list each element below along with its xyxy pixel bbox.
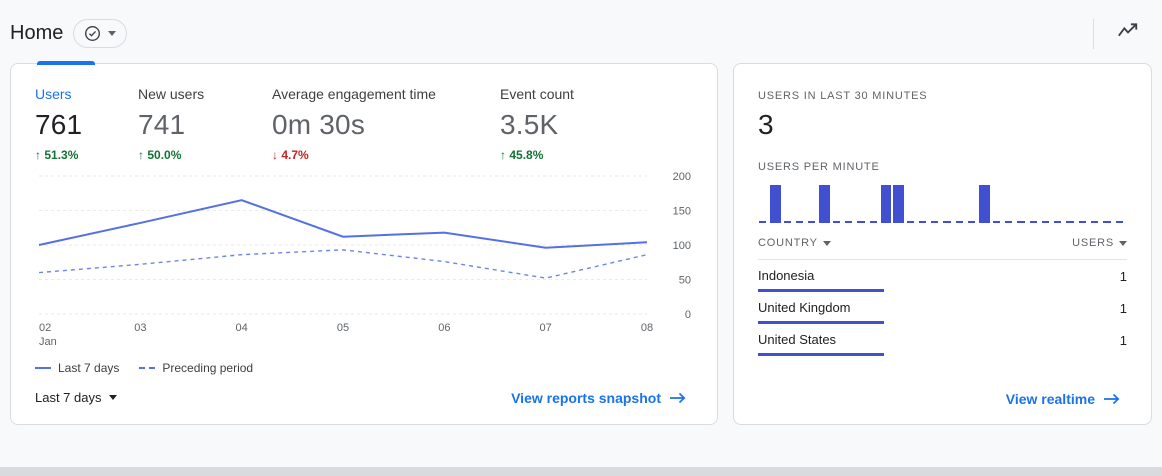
svg-text:0: 0 bbox=[685, 309, 691, 321]
metric-label: Average engagement time bbox=[272, 86, 436, 102]
svg-text:200: 200 bbox=[673, 171, 691, 183]
metric-value: 761 bbox=[35, 109, 83, 140]
metric-new-users[interactable]: New users 741 ↑ 50.0% bbox=[138, 86, 272, 162]
legend-preceding-period: Preceding period bbox=[139, 361, 253, 375]
users-per-minute-chart bbox=[758, 185, 1127, 223]
table-row[interactable]: Indonesia 1 bbox=[758, 260, 1127, 292]
users-cell: 1 bbox=[1119, 269, 1127, 284]
overview-card-footer: Last 7 days View reports snapshot bbox=[35, 386, 693, 409]
svg-text:Jan: Jan bbox=[39, 336, 57, 348]
table-row[interactable]: United Kingdom 1 bbox=[758, 292, 1127, 324]
metric-label: Users bbox=[35, 86, 72, 102]
svg-text:05: 05 bbox=[337, 322, 349, 334]
table-header: COUNTRY USERS bbox=[758, 237, 1127, 260]
metric-label: New users bbox=[138, 86, 205, 102]
date-range-select[interactable]: Last 7 days bbox=[35, 386, 123, 409]
realtime-country-table: COUNTRY USERS Indonesia 1 United Kingdom bbox=[758, 237, 1127, 356]
legend-last-7-days: Last 7 days bbox=[35, 361, 119, 375]
metric-value: 3.5K bbox=[500, 109, 559, 140]
trend-chart: 0 50 100 150 200 02 Jan 03 04 05 06 07 08 bbox=[35, 168, 693, 359]
users-sort-button[interactable]: USERS bbox=[1072, 237, 1127, 249]
country-cell: United Kingdom bbox=[758, 300, 884, 324]
divider bbox=[1093, 18, 1094, 49]
page-title: Home bbox=[10, 22, 64, 44]
metric-delta: ↑ 50.0% bbox=[138, 148, 182, 162]
users-last-30-min-label: USERS IN LAST 30 MINUTES bbox=[758, 90, 928, 102]
svg-text:06: 06 bbox=[438, 322, 450, 334]
svg-text:50: 50 bbox=[679, 275, 691, 287]
insights-button[interactable] bbox=[1110, 17, 1146, 50]
svg-text:04: 04 bbox=[236, 322, 248, 334]
top-bar: Home bbox=[0, 0, 1162, 63]
arrow-right-icon bbox=[1103, 393, 1121, 405]
down-arrow-icon: ↓ bbox=[272, 148, 278, 162]
country-sort-button[interactable]: COUNTRY bbox=[758, 237, 831, 249]
svg-text:07: 07 bbox=[540, 322, 552, 334]
svg-text:150: 150 bbox=[673, 206, 691, 218]
users-cell: 1 bbox=[1119, 333, 1127, 348]
users-cell: 1 bbox=[1119, 301, 1127, 316]
cards-row: Users 761 ↑ 51.3% New users 741 ↑ 50.0% … bbox=[0, 61, 1162, 425]
metric-value: 0m 30s bbox=[272, 109, 366, 140]
metrics-row: Users 761 ↑ 51.3% New users 741 ↑ 50.0% … bbox=[35, 86, 693, 162]
insights-icon bbox=[1116, 21, 1140, 43]
chevron-down-icon bbox=[108, 31, 117, 36]
solid-line-swatch bbox=[35, 367, 51, 369]
home-status-dropdown[interactable] bbox=[73, 19, 128, 48]
metric-event-count[interactable]: Event count 3.5K ↑ 45.8% bbox=[500, 86, 693, 162]
chevron-down-icon bbox=[108, 395, 117, 400]
country-value-bar bbox=[758, 353, 884, 356]
active-tab-indicator bbox=[37, 61, 95, 65]
metric-delta: ↓ 4.7% bbox=[272, 148, 309, 162]
up-arrow-icon: ↑ bbox=[138, 148, 144, 162]
country-cell: Indonesia bbox=[758, 268, 884, 292]
svg-text:02: 02 bbox=[39, 322, 51, 334]
metric-label: Event count bbox=[500, 86, 574, 102]
users-last-30-min-value: 3 bbox=[758, 109, 774, 140]
realtime-card: USERS IN LAST 30 MINUTES 3 USERS PER MIN… bbox=[733, 63, 1152, 425]
country-value-bar bbox=[758, 289, 884, 292]
up-arrow-icon: ↑ bbox=[35, 148, 41, 162]
up-arrow-icon: ↑ bbox=[500, 148, 506, 162]
view-reports-snapshot-link[interactable]: View reports snapshot bbox=[505, 389, 693, 407]
metric-delta: ↑ 45.8% bbox=[500, 148, 544, 162]
overview-card: Users 761 ↑ 51.3% New users 741 ↑ 50.0% … bbox=[10, 61, 718, 425]
country-value-bar bbox=[758, 321, 884, 324]
check-circle-icon bbox=[84, 25, 101, 42]
svg-text:08: 08 bbox=[641, 322, 653, 334]
bottom-scrollbar-strip[interactable] bbox=[0, 467, 1162, 476]
country-cell: United States bbox=[758, 332, 884, 356]
sort-caret-icon bbox=[1119, 240, 1127, 246]
dashed-line-swatch bbox=[139, 367, 156, 369]
sort-caret-icon bbox=[822, 240, 831, 246]
svg-text:03: 03 bbox=[134, 322, 146, 334]
chart-legend: Last 7 days Preceding period bbox=[35, 361, 693, 375]
svg-text:100: 100 bbox=[673, 240, 691, 252]
view-realtime-link[interactable]: View realtime bbox=[1000, 390, 1127, 408]
metric-value: 741 bbox=[138, 109, 186, 140]
arrow-right-icon bbox=[669, 392, 687, 404]
table-row[interactable]: United States 1 bbox=[758, 324, 1127, 356]
users-per-minute-label: USERS PER MINUTE bbox=[758, 161, 880, 173]
metric-avg-engagement-time[interactable]: Average engagement time 0m 30s ↓ 4.7% bbox=[272, 86, 500, 162]
metric-users[interactable]: Users 761 ↑ 51.3% bbox=[35, 86, 138, 162]
metric-delta: ↑ 51.3% bbox=[35, 148, 79, 162]
